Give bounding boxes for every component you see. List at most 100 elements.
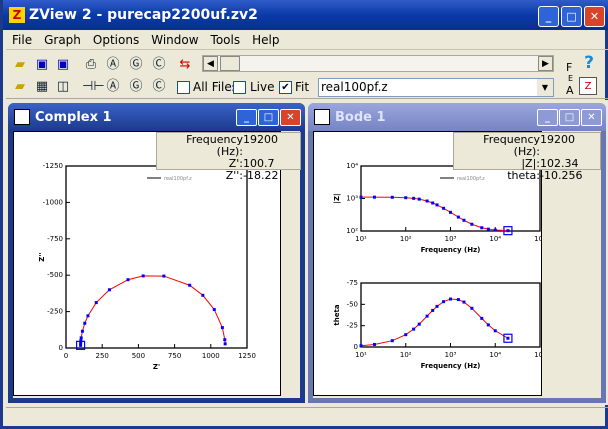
letter-e: E	[568, 74, 574, 83]
complex-data-point	[141, 274, 145, 278]
zoom-c2-icon[interactable]: Ⓒ	[152, 79, 166, 94]
swap-icon[interactable]: ⇆	[179, 57, 191, 72]
open-z-icon[interactable]: ▰	[15, 79, 25, 94]
bode-mag-selected-marker	[503, 226, 513, 236]
complex-data-point	[79, 341, 83, 345]
bode-maximize-button[interactable]: □	[559, 109, 580, 126]
bode-phase-data-point	[480, 316, 484, 320]
nyquist-icon	[14, 109, 30, 125]
bode-window[interactable]: Bode 1 _ □ ✕ 10¹10²10³10⁴10⁵10²10³10⁴Fre…	[308, 103, 606, 403]
complex-x-tick-label: 0	[64, 352, 68, 360]
bode-mag-x-tick-label: 10²	[400, 235, 412, 243]
bode-phase-x-tick-label: 10³	[445, 351, 457, 359]
bode-close-button[interactable]: ✕	[581, 109, 602, 126]
print-icon[interactable]: ⎙	[85, 57, 97, 72]
zoom-a2-icon[interactable]: Ⓐ	[106, 79, 120, 94]
chevron-down-icon[interactable]: ▼	[537, 79, 553, 96]
bode-phase-y-tick-label: -25	[347, 322, 358, 330]
zimag-label: Z'':	[225, 169, 243, 182]
bode-mag-x-tick-label: 10³	[445, 235, 457, 243]
complex-x-tick-label: 500	[132, 352, 145, 360]
zreal-label: Z':	[228, 157, 243, 170]
legend-label: real100pf.z	[164, 176, 192, 182]
bode-mag-data-point	[359, 195, 363, 199]
bode-phase-x-tick-label: 10¹	[355, 351, 367, 359]
menu-options[interactable]: Options	[92, 32, 140, 47]
graph-window-icon[interactable]: ◫	[56, 79, 70, 94]
file-scrollbar[interactable]: ◀ ▶	[202, 55, 554, 72]
bode-phase-selected-marker	[503, 333, 513, 343]
table-icon[interactable]: ▦	[35, 79, 49, 94]
bode-mag-data-point	[470, 222, 474, 226]
complex-title-bar[interactable]: Complex 1 _ □ ✕	[8, 103, 305, 131]
minimize-button[interactable]: _	[538, 6, 559, 27]
bode-readout: Frequency (Hz): 19200 |Z|: 102.34 theta: -1…	[453, 132, 601, 182]
bode-mag-fit-line	[360, 196, 508, 232]
zoom-a-icon[interactable]: Ⓐ	[106, 57, 120, 72]
complex-x-tick-label: 1250	[238, 352, 256, 360]
fit-label: Fit	[295, 80, 310, 94]
complex-data-point	[94, 301, 98, 305]
bode-phase-data-point	[470, 306, 474, 310]
bode-mag-y-tick-label: 10³	[346, 195, 358, 203]
bode-phase-y-tick-label: 0	[354, 343, 358, 351]
freq-label: Frequency (Hz):	[483, 133, 540, 158]
bode-minimize-button[interactable]: _	[537, 109, 558, 126]
bode-phase-x-tick-label: 10²	[400, 351, 412, 359]
bode-mag-data-point	[456, 215, 460, 219]
bode-phase-data-point	[372, 342, 376, 346]
bode-phase-x-tick-label: 10⁵	[534, 351, 541, 359]
bode-title-bar[interactable]: Bode 1 _ □ ✕	[308, 103, 606, 131]
bode-phase-data-point	[456, 298, 460, 302]
bode-phase-data-point	[431, 308, 435, 312]
bode-plot-area[interactable]: 10¹10²10³10⁴10⁵10²10³10⁴Frequency (Hz)|Z…	[313, 131, 546, 396]
circuit-icon[interactable]: ⊣⊢	[82, 79, 105, 94]
title-bar[interactable]: Z ZView 2 - purecap2200uf.zv2 _ □ ✕	[3, 0, 608, 30]
bode-phase-y-axis-label: theta	[333, 304, 341, 325]
bode-phase-x-tick-label: 10⁴	[489, 351, 501, 359]
complex-y-tick-label: -500	[47, 271, 63, 279]
complex-data-point	[79, 343, 83, 347]
zoom-g-icon[interactable]: Ⓖ	[129, 57, 143, 72]
zoom-c-icon[interactable]: Ⓒ	[152, 57, 166, 72]
open-folder-icon[interactable]: ▰	[15, 57, 25, 72]
menu-tools[interactable]: Tools	[210, 32, 241, 47]
close-button[interactable]: ✕	[584, 6, 605, 27]
maximize-button[interactable]: □	[561, 6, 582, 27]
bode-mag-data-point	[435, 203, 439, 207]
bode-mag-data-point	[412, 196, 416, 200]
save-as-icon[interactable]: ▣	[56, 57, 70, 72]
complex-close-button[interactable]: ✕	[280, 109, 301, 126]
bode-icon	[314, 109, 330, 125]
bode-phase-data-point	[449, 297, 452, 301]
help-icon[interactable]: ?	[584, 53, 594, 73]
complex-maximize-button[interactable]: □	[258, 109, 279, 126]
live-checkbox[interactable]	[233, 81, 246, 94]
scroll-right-button[interactable]: ▶	[538, 56, 553, 71]
file-select[interactable]: real100pf.z ▼	[318, 78, 554, 97]
fit-checkbox[interactable]: ✔	[279, 81, 292, 94]
menu-file[interactable]: File	[12, 32, 33, 47]
zz-convert-icon[interactable]: Z	[579, 77, 597, 95]
bode-mag-data-point	[425, 199, 429, 203]
save-icon[interactable]: ▣	[35, 57, 49, 72]
scroll-thumb[interactable]	[220, 56, 240, 71]
complex-minimize-button[interactable]: _	[236, 109, 257, 126]
menu-help[interactable]: Help	[252, 32, 280, 47]
zoom-g2-icon[interactable]: Ⓖ	[129, 79, 143, 94]
menu-window[interactable]: Window	[151, 32, 199, 47]
theta-value: -10.256	[540, 169, 583, 182]
menu-graph[interactable]: Graph	[44, 32, 81, 47]
mdi-area: Complex 1 _ □ ✕ 0 250 500 750 1000 1250 0 -250-…	[6, 100, 608, 405]
complex-data-point	[86, 314, 90, 318]
bode-phase-data-point	[435, 304, 439, 308]
all-files-checkbox[interactable]	[177, 81, 190, 94]
scroll-left-button[interactable]: ◀	[203, 56, 218, 71]
freq-value: 19200	[243, 133, 278, 146]
complex-window[interactable]: Complex 1 _ □ ✕ 0 250 500 750 1000 1250 0 -250 -…	[8, 103, 305, 403]
complex-y-tick-label: -1250	[43, 162, 63, 170]
bode-mag-x-tick-label: 10⁵	[534, 235, 541, 243]
complex-title: Complex 1	[35, 109, 112, 125]
bode-mag-data-point	[480, 226, 484, 230]
